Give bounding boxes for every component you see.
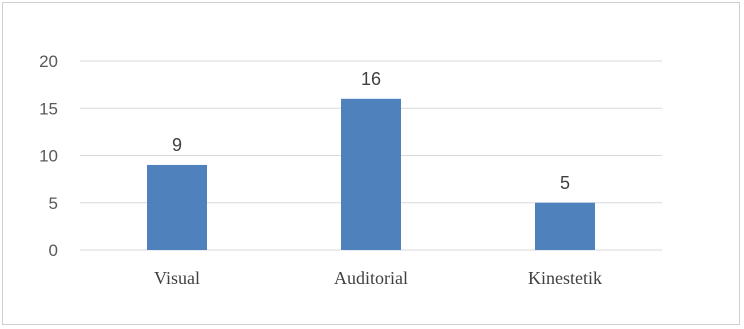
bar-auditorial: [341, 98, 401, 250]
y-tick-label: 10: [39, 147, 58, 166]
bar-visual: [147, 164, 207, 250]
y-tick-label: 15: [39, 99, 58, 118]
data-label: 5: [560, 173, 570, 193]
category-label: Visual: [154, 268, 200, 288]
data-label: 9: [172, 135, 182, 155]
y-tick-label: 5: [49, 194, 58, 213]
bar-kinestetik: [535, 202, 595, 250]
category-label: Auditorial: [334, 268, 408, 288]
y-tick-label: 0: [49, 241, 58, 260]
category-label: Kinestetik: [528, 268, 602, 288]
y-tick-label: 20: [39, 52, 58, 71]
data-label: 16: [361, 69, 381, 89]
